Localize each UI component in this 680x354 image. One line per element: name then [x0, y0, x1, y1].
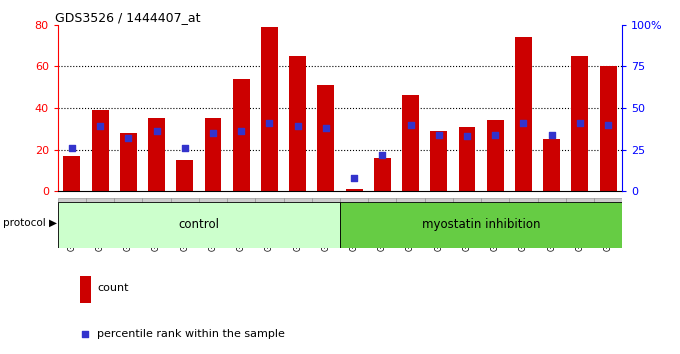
Point	[518, 120, 529, 126]
Text: GSM344648: GSM344648	[547, 204, 556, 251]
Bar	[227, 198, 256, 248]
Bar	[538, 198, 566, 248]
Text: GSM344645: GSM344645	[462, 204, 471, 251]
Bar	[481, 198, 509, 248]
Bar	[487, 120, 504, 191]
Text: GSM344636: GSM344636	[209, 204, 218, 251]
Bar	[233, 79, 250, 191]
Point	[433, 132, 444, 137]
Text: GSM344649: GSM344649	[575, 204, 584, 251]
Bar	[86, 198, 114, 248]
Bar	[58, 198, 86, 248]
Point	[575, 120, 585, 126]
Bar	[114, 198, 143, 248]
Bar	[120, 133, 137, 191]
Bar	[143, 198, 171, 248]
Bar	[430, 131, 447, 191]
Point	[490, 132, 500, 137]
Bar	[340, 202, 622, 248]
Bar	[318, 85, 335, 191]
Text: protocol ▶: protocol ▶	[3, 218, 57, 228]
Bar	[396, 198, 425, 248]
Point	[602, 122, 613, 127]
Text: percentile rank within the sample: percentile rank within the sample	[97, 329, 285, 339]
Text: GSM344646: GSM344646	[491, 204, 500, 251]
Text: GSM344640: GSM344640	[322, 204, 330, 251]
Text: control: control	[178, 218, 220, 231]
Text: GSM344644: GSM344644	[435, 204, 443, 251]
Bar	[92, 110, 109, 191]
Point	[320, 125, 331, 131]
Bar	[256, 198, 284, 248]
Text: GSM344647: GSM344647	[519, 204, 528, 251]
Point	[264, 120, 275, 126]
Bar	[284, 198, 312, 248]
Bar	[148, 118, 165, 191]
Text: GSM344633: GSM344633	[124, 204, 133, 251]
Text: GSM344650: GSM344650	[604, 204, 613, 251]
Bar	[199, 198, 227, 248]
Point	[151, 129, 162, 134]
Text: count: count	[97, 283, 129, 293]
Bar	[289, 56, 306, 191]
Text: GSM344641: GSM344641	[350, 204, 358, 251]
Text: GSM344634: GSM344634	[152, 204, 161, 251]
Bar	[345, 189, 362, 191]
Bar	[58, 202, 340, 248]
Text: GSM344638: GSM344638	[265, 204, 274, 251]
Bar	[205, 118, 222, 191]
Bar	[312, 198, 340, 248]
Text: GSM344631: GSM344631	[67, 204, 76, 251]
Bar	[594, 198, 622, 248]
Bar	[63, 156, 80, 191]
Point	[123, 135, 134, 141]
Bar	[458, 127, 475, 191]
Point	[292, 124, 303, 129]
Bar	[453, 198, 481, 248]
Point	[349, 175, 360, 181]
Bar	[176, 160, 193, 191]
Bar	[402, 96, 419, 191]
Text: GDS3526 / 1444407_at: GDS3526 / 1444407_at	[55, 11, 201, 24]
Bar	[509, 198, 538, 248]
Bar	[369, 198, 396, 248]
Text: GSM344637: GSM344637	[237, 204, 245, 251]
Point	[207, 130, 218, 136]
Point	[546, 132, 557, 137]
Bar	[171, 198, 199, 248]
Bar	[571, 56, 588, 191]
Text: GSM344642: GSM344642	[378, 204, 387, 251]
Point	[67, 145, 78, 151]
Bar	[566, 198, 594, 248]
Point	[80, 331, 91, 337]
Text: GSM344643: GSM344643	[406, 204, 415, 251]
Bar	[340, 198, 369, 248]
Text: GSM344632: GSM344632	[96, 204, 105, 251]
Bar	[543, 139, 560, 191]
Text: GSM344639: GSM344639	[293, 204, 302, 251]
Point	[405, 122, 416, 127]
Bar	[425, 198, 453, 248]
Bar	[374, 158, 391, 191]
Text: GSM344635: GSM344635	[180, 204, 189, 251]
Point	[236, 129, 247, 134]
Bar	[261, 27, 278, 191]
Text: myostatin inhibition: myostatin inhibition	[422, 218, 541, 231]
Bar	[600, 66, 617, 191]
Point	[462, 133, 473, 139]
Point	[95, 124, 105, 129]
Bar	[515, 37, 532, 191]
Bar	[80, 276, 90, 303]
Point	[180, 145, 190, 151]
Point	[377, 152, 388, 158]
